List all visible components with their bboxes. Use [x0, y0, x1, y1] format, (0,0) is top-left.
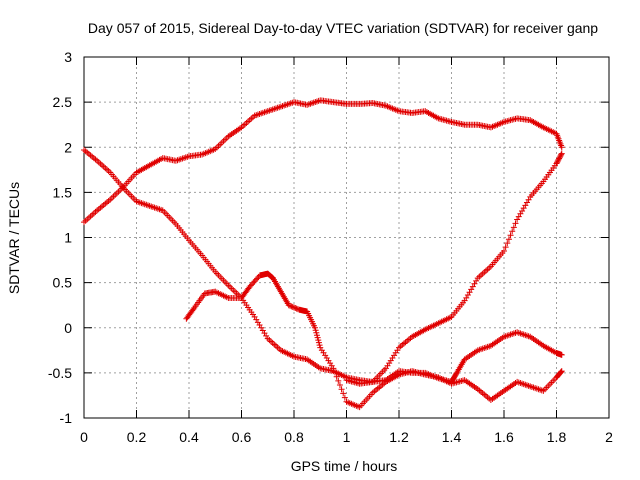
- y-tick-label: 0.5: [53, 275, 73, 291]
- y-tick-label: 3: [64, 49, 72, 65]
- y-tick-label: 2.5: [53, 94, 73, 110]
- x-tick-label: 2: [605, 429, 613, 445]
- x-tick-label: 1.2: [389, 429, 409, 445]
- series-track-4: [343, 329, 565, 387]
- y-tick-labels: -1 -0.5 0 0.5 1 1.5 2 2.5 3: [48, 49, 72, 426]
- chart-title: Day 057 of 2015, Sidereal Day-to-day VTE…: [88, 20, 598, 36]
- grid-lines: [84, 57, 609, 418]
- y-tick-label: -0.5: [48, 365, 72, 381]
- x-axis-label: GPS time / hours: [291, 458, 398, 474]
- x-tick-labels: 0 0.2 0.4 0.6 0.8 1 1.2 1.4 1.6 1.8 2: [80, 429, 613, 445]
- point-markers: [343, 329, 565, 387]
- y-axis-label: SDTVAR / TECUs: [6, 182, 22, 294]
- x-tick-label: 0.8: [284, 429, 304, 445]
- axis-ticks: [83, 56, 610, 419]
- x-tick-label: 1.6: [494, 429, 514, 445]
- x-tick-label: 1: [343, 429, 351, 445]
- series-track-1: [81, 97, 565, 226]
- x-tick-label: 0.6: [232, 429, 252, 445]
- x-tick-label: 0.2: [127, 429, 147, 445]
- y-tick-label: 1.5: [53, 184, 73, 200]
- y-tick-label: 1: [64, 230, 72, 246]
- data-points: [81, 97, 565, 411]
- y-tick-label: 0: [64, 320, 72, 336]
- x-tick-label: 0.4: [179, 429, 199, 445]
- y-tick-label: 2: [64, 139, 72, 155]
- y-tick-label: -1: [60, 410, 73, 426]
- point-markers: [81, 146, 565, 385]
- x-tick-label: 1.4: [442, 429, 462, 445]
- x-tick-label: 1.8: [547, 429, 567, 445]
- series-track-2: [81, 146, 565, 385]
- x-tick-label: 0: [80, 429, 88, 445]
- point-markers: [81, 97, 565, 226]
